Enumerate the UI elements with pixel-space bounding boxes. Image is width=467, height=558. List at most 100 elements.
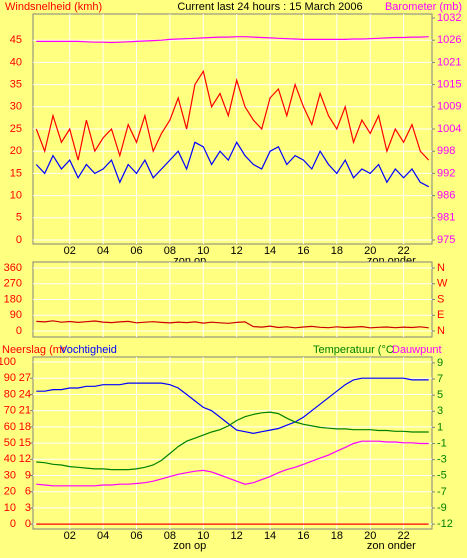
x-tick-label: 16 bbox=[297, 245, 309, 257]
y-tick-label: 5 bbox=[16, 212, 22, 224]
annotation: zon onder bbox=[367, 540, 416, 552]
x-tick-label: 14 bbox=[264, 530, 276, 542]
x-tick-label: 22 bbox=[397, 530, 409, 542]
series-line bbox=[35, 69, 430, 161]
series-line bbox=[36, 320, 429, 329]
annotation: zon op bbox=[173, 540, 206, 552]
y2-tick-label: 1021 bbox=[437, 56, 461, 68]
y3-tick-label: 12 bbox=[19, 453, 31, 465]
y2-tick-label: 1009 bbox=[437, 101, 461, 113]
y2-tick-label: 5 bbox=[437, 389, 443, 401]
series-line bbox=[35, 141, 429, 188]
y-tick-label: 10 bbox=[10, 190, 22, 202]
x-tick-label: 10 bbox=[197, 530, 209, 542]
y2-tick-label: 1004 bbox=[437, 123, 461, 135]
series-label: Neerslag (mr bbox=[2, 344, 66, 356]
x-tick-label: 12 bbox=[231, 245, 243, 257]
series-label: Vochtigheid bbox=[60, 344, 117, 356]
series-line bbox=[36, 440, 429, 487]
x-tick-label: 10 bbox=[197, 245, 209, 257]
x-tick-label: 18 bbox=[331, 245, 343, 257]
y2-tick-label: 3 bbox=[437, 405, 443, 417]
series-label: Temperatuur (°C bbox=[313, 344, 394, 356]
y3-tick-label: 9 bbox=[25, 469, 31, 481]
y3-tick-label: 3 bbox=[25, 502, 31, 514]
x-tick-label: 02 bbox=[64, 530, 76, 542]
y-tick-label: 60 bbox=[4, 421, 16, 433]
y-tick-label: 40 bbox=[4, 453, 16, 465]
y2-tick-label: 1015 bbox=[437, 79, 461, 91]
y2-tick-label: -12 bbox=[437, 518, 453, 530]
y2-tick-label: -3 bbox=[437, 454, 447, 466]
y2-tick-label: 7 bbox=[437, 373, 443, 385]
x-tick-label: 16 bbox=[297, 530, 309, 542]
y2-tick-label: 1026 bbox=[437, 34, 461, 46]
y-tick-label: 90 bbox=[4, 372, 16, 384]
series-line bbox=[36, 411, 429, 471]
y-tick-label: 50 bbox=[4, 437, 16, 449]
x-tick-label: 18 bbox=[331, 530, 343, 542]
x-tick-label: 14 bbox=[264, 245, 276, 257]
y-tick-label: 45 bbox=[10, 34, 22, 46]
y2-tick-label: 992 bbox=[437, 167, 455, 179]
y2-tick-label: -5 bbox=[437, 470, 447, 482]
y-tick-label: 40 bbox=[10, 56, 22, 68]
y2-axis-label: Barometer (mb) bbox=[385, 1, 462, 13]
y-tick-label: 15 bbox=[10, 167, 22, 179]
x-tick-label: 08 bbox=[164, 245, 176, 257]
y2-tick-label: 981 bbox=[437, 212, 455, 224]
y2-tick-label: S bbox=[437, 293, 444, 305]
y3-tick-label: 21 bbox=[19, 405, 31, 417]
y2-tick-label: N bbox=[437, 262, 445, 274]
y2-tick-label: W bbox=[437, 278, 448, 290]
y-tick-label: 0 bbox=[16, 325, 22, 337]
y2-tick-label: 9 bbox=[437, 357, 443, 369]
x-tick-label: 12 bbox=[231, 530, 243, 542]
y-tick-label: 20 bbox=[10, 145, 22, 157]
series-label: Dauwpunt bbox=[392, 344, 442, 356]
y-tick-label: 30 bbox=[10, 101, 22, 113]
y2-tick-label: 975 bbox=[437, 234, 455, 246]
x-tick-label: 22 bbox=[397, 245, 409, 257]
y-tick-label: 80 bbox=[4, 388, 16, 400]
y3-tick-label: 6 bbox=[25, 486, 31, 498]
x-tick-label: 20 bbox=[364, 245, 376, 257]
y2-tick-label: N bbox=[437, 325, 445, 337]
y2-tick-label: E bbox=[437, 309, 444, 321]
series-line bbox=[36, 377, 429, 435]
y-tick-label: 270 bbox=[4, 278, 22, 290]
y3-tick-label: 15 bbox=[19, 437, 31, 449]
y-tick-label: 25 bbox=[10, 123, 22, 135]
x-tick-label: 08 bbox=[164, 530, 176, 542]
y-tick-label: 20 bbox=[4, 486, 16, 498]
y-tick-label: 360 bbox=[4, 262, 22, 274]
x-tick-label: 06 bbox=[130, 245, 142, 257]
y-tick-label: 180 bbox=[4, 293, 22, 305]
x-tick-label: 06 bbox=[130, 530, 142, 542]
y-tick-label: 30 bbox=[4, 469, 16, 481]
y-tick-label: 0 bbox=[10, 518, 16, 530]
x-tick-label: 02 bbox=[64, 245, 76, 257]
y3-tick-label: 18 bbox=[19, 421, 31, 433]
y3-tick-label: 27 bbox=[19, 372, 31, 384]
series-line bbox=[36, 36, 429, 44]
y2-tick-label: 998 bbox=[437, 145, 455, 157]
chart-title: Current last 24 hours : 15 March 2006 bbox=[177, 1, 362, 13]
y-axis-label: Windsnelheid (kmh) bbox=[5, 1, 102, 13]
y-tick-label: 0 bbox=[16, 234, 22, 246]
y-tick-label: 100 bbox=[0, 356, 16, 368]
y2-tick-label: -9 bbox=[437, 502, 447, 514]
y3-tick-label: 0 bbox=[25, 518, 31, 530]
y3-tick-label: 24 bbox=[19, 388, 31, 400]
y-tick-label: 10 bbox=[4, 502, 16, 514]
x-tick-label: 04 bbox=[97, 245, 109, 257]
y-tick-label: 70 bbox=[4, 405, 16, 417]
y2-tick-label: -7 bbox=[437, 486, 447, 498]
x-tick-label: 20 bbox=[364, 530, 376, 542]
y-tick-label: 35 bbox=[10, 79, 22, 91]
y2-tick-label: -1 bbox=[437, 437, 447, 449]
x-tick-label: 04 bbox=[97, 530, 109, 542]
y2-tick-label: 1 bbox=[437, 421, 443, 433]
y2-tick-label: 986 bbox=[437, 189, 455, 201]
